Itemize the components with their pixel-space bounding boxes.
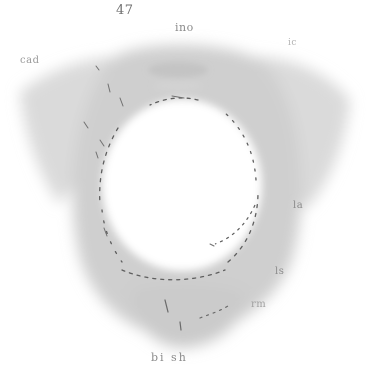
- label-ino: ino: [175, 21, 194, 34]
- label-la: la: [293, 200, 304, 211]
- pointer-strokes: [83, 65, 215, 247]
- body-shading: [20, 44, 350, 348]
- dashed-ring-outline: [99, 97, 259, 281]
- label-cad: cad: [20, 55, 40, 66]
- label-rm: rm: [251, 299, 267, 310]
- label-ic: ic: [288, 38, 297, 48]
- lower-dash-marks: [164, 299, 229, 331]
- inner-dash-segment: [214, 204, 256, 245]
- top-ridge: [148, 62, 208, 92]
- plate-number-label: 47: [116, 3, 134, 18]
- label-ls: ls: [275, 266, 285, 277]
- label-bi-sh: bi sh: [151, 351, 188, 364]
- lower-lobe: [130, 282, 246, 348]
- central-cavity: [102, 99, 262, 271]
